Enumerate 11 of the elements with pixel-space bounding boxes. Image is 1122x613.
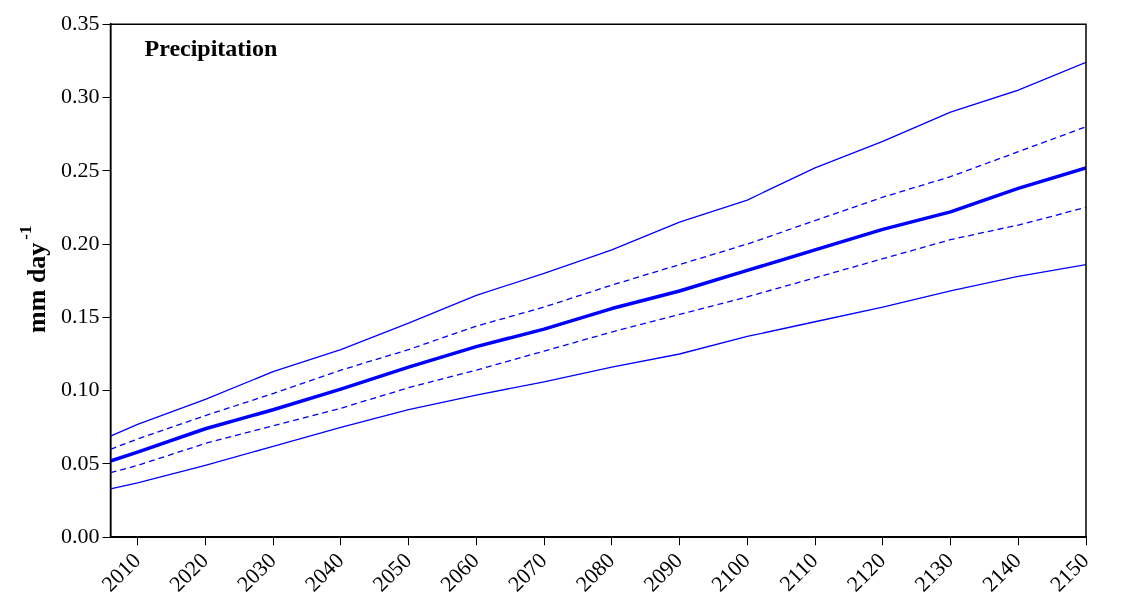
y-tick-label: 0.25 bbox=[61, 156, 100, 182]
y-axis-title: mm day-1 bbox=[16, 225, 51, 333]
y-tick-label: 0.10 bbox=[61, 376, 100, 402]
y-tick-label: 0.15 bbox=[61, 303, 100, 329]
chart-title: Precipitation bbox=[144, 35, 278, 62]
line-series bbox=[110, 126, 1086, 450]
y-tick-label: 0.00 bbox=[61, 523, 100, 548]
y-tick-label: 0.05 bbox=[61, 449, 100, 475]
y-tick-label: 0.30 bbox=[61, 83, 100, 109]
y-tick-label: 0.35 bbox=[61, 9, 100, 35]
y-tick-label: 0.20 bbox=[61, 229, 100, 255]
